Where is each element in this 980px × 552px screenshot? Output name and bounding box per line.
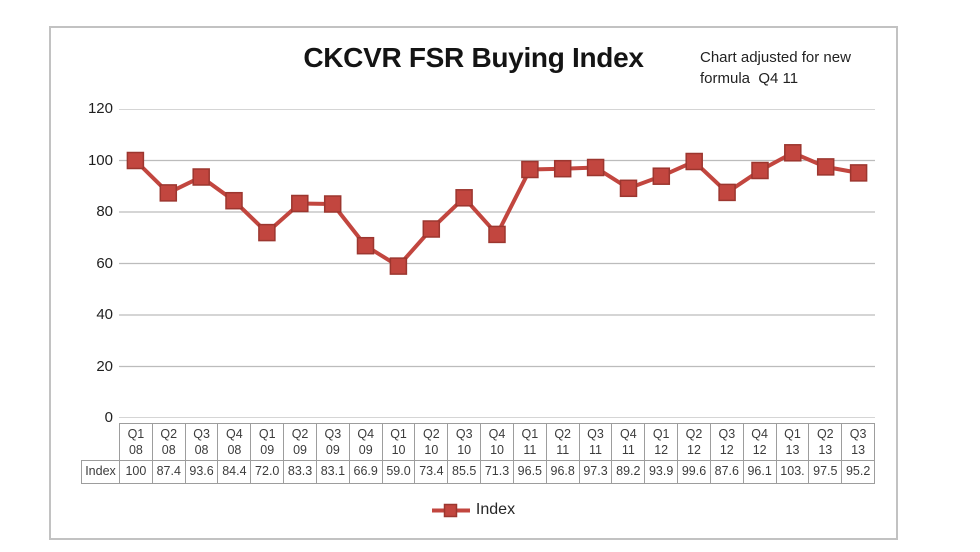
table-value-cell: 97.3	[580, 461, 613, 483]
data-point-marker	[816, 158, 835, 176]
table-value-cell: 100	[120, 461, 153, 483]
table-value-cell: 59.0	[383, 461, 416, 483]
table-value-cell: 83.1	[317, 461, 350, 483]
table-header-cell: Q1 09	[251, 424, 285, 460]
table-header-cell: Q2 09	[284, 424, 317, 460]
table-value-cell: 87.6	[711, 461, 744, 483]
data-point-marker	[323, 195, 342, 213]
table-value-cell: 96.1	[744, 461, 777, 483]
data-point-marker	[356, 236, 375, 255]
data-point-marker	[455, 189, 473, 207]
table-value-cell: 96.8	[547, 461, 580, 483]
table-header-cell: Q2 11	[547, 424, 580, 460]
data-point-marker	[225, 191, 243, 210]
table-value-cell: 83.3	[284, 461, 317, 483]
y-axis-tick-label: 40	[96, 306, 113, 323]
y-axis-tick-label: 0	[104, 409, 113, 426]
data-point-marker	[849, 164, 868, 182]
table-value-cell: 93.6	[186, 461, 219, 483]
table-value-cell: 72.0	[251, 461, 285, 483]
data-point-marker	[126, 151, 145, 170]
table-value-cell: 84.4	[218, 461, 252, 483]
table-header-cell: Q3 11	[580, 424, 613, 460]
table-header-cell: Q1 08	[120, 424, 153, 460]
y-axis-tick-label: 100	[87, 151, 113, 169]
table-value-cell: 89.2	[612, 461, 646, 483]
table-header-cell: Q2 13	[809, 424, 843, 460]
table-value-cell: 95.2	[845, 464, 871, 478]
data-table-value-row: 100 87.4 93.6 84.4 72.0 83.3 83.1 66.9 59.0 73.4 8…	[119, 460, 875, 484]
table-value-cell: 93.9	[645, 461, 679, 483]
table-header-cell: Q3 13	[849, 427, 867, 457]
table-value-cell: 97.5	[809, 461, 843, 483]
data-point-marker	[422, 220, 441, 238]
data-point-marker	[258, 223, 276, 242]
legend-label: Index	[475, 501, 516, 518]
table-value-cell: 66.9	[350, 461, 383, 483]
data-point-marker	[751, 161, 769, 180]
table-value-cell: 85.5	[448, 461, 482, 483]
chart-title: CKCVR FSR Buying Index	[303, 42, 644, 73]
table-header-cell: Q3 10	[448, 424, 482, 460]
chart-annotation: Chart adjusted for new formula Q4 11	[700, 49, 851, 87]
table-header-cell: Q4 11	[612, 424, 646, 460]
table-header-cell: Q4 09	[350, 424, 383, 460]
table-header-cell: Q1 11	[514, 424, 547, 460]
y-axis-tick-label: 80	[96, 203, 113, 220]
data-point-marker	[192, 168, 210, 186]
index-series-line	[133, 150, 859, 269]
data-point-marker	[718, 183, 736, 202]
table-header-cell: Q4 10	[481, 424, 514, 460]
data-table-header-row: Q1 08 Q2 08 Q3 08 Q4 08 Q1 09 Q2 09 Q3 09 Q4 09 Q1 10 Q2 10…	[119, 423, 875, 461]
table-header-cell: Q2 12	[678, 424, 711, 460]
chart-frame: CKCVR FSR Buying Index Chart adjusted fo…	[49, 26, 898, 540]
table-value-cell: 71.3	[481, 461, 514, 483]
data-point-marker	[685, 152, 703, 171]
table-header-cell: Q2 08	[153, 424, 186, 460]
data-point-marker	[652, 167, 671, 185]
table-header-cell: Q1 13	[777, 424, 810, 460]
table-header-cell: Q3 09	[317, 424, 350, 460]
table-header-cell: Q2 10	[415, 424, 449, 460]
table-value-cell: 96.5	[514, 461, 547, 483]
y-axis-tick-label: 120	[87, 100, 113, 117]
table-header-cell: Q4 12	[744, 424, 777, 460]
data-point-marker	[619, 179, 638, 198]
data-point-marker	[521, 160, 539, 179]
data-point-marker	[586, 158, 605, 177]
data-point-marker	[553, 159, 572, 178]
legend-index-marker-icon	[431, 503, 470, 517]
table-header-cell: Q3 08	[186, 424, 219, 460]
data-point-marker	[488, 225, 506, 244]
data-point-marker	[389, 257, 408, 275]
table-value-cell: 103.	[777, 461, 810, 483]
legend: Index	[51, 499, 896, 521]
data-table-row-label: Index	[81, 460, 120, 484]
table-header-cell: Q1 12	[645, 424, 679, 460]
table-value-cell: 73.4	[415, 461, 449, 483]
line-chart-plot-area	[119, 109, 875, 418]
table-header-cell: Q4 08	[218, 424, 252, 460]
y-axis-tick-label: 60	[96, 254, 113, 272]
data-point-marker	[159, 184, 178, 202]
data-point-marker	[291, 194, 309, 213]
table-value-cell: 87.4	[153, 461, 186, 483]
table-value-cell: 99.6	[678, 461, 711, 483]
y-axis-tick-label: 20	[96, 357, 113, 375]
data-point-marker	[784, 144, 802, 162]
table-header-cell: Q3 12	[711, 424, 744, 460]
table-header-cell: Q1 10	[383, 424, 416, 460]
